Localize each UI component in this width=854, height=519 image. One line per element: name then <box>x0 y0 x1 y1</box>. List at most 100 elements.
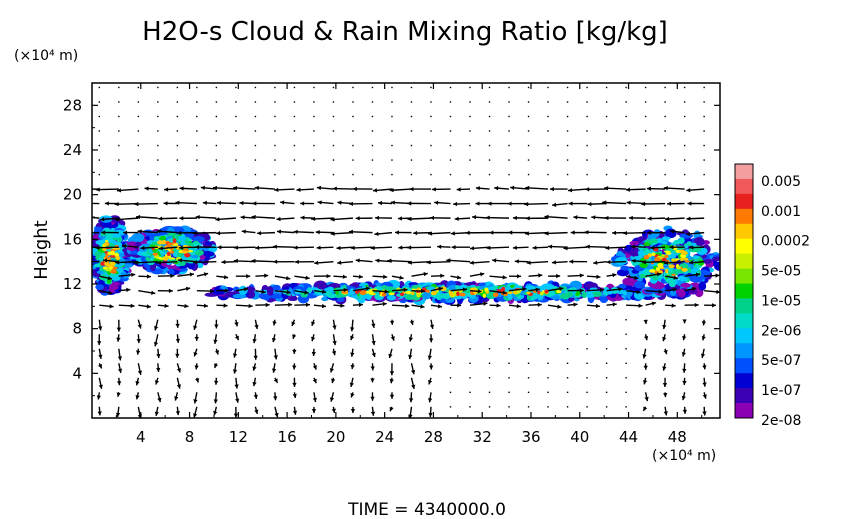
wind-arrowhead <box>371 352 376 358</box>
wind-arrowhead <box>314 260 319 266</box>
wind-dot <box>235 173 237 176</box>
wind-arrowhead <box>650 245 655 250</box>
wind-arrowhead <box>465 230 470 236</box>
wind-arrowhead <box>663 392 668 398</box>
wind-arrowhead <box>390 336 395 341</box>
wind-arrowhead <box>375 258 380 263</box>
colorbar-swatch <box>735 238 753 254</box>
wind-arrowhead <box>350 335 355 341</box>
colorbar-label: 0.0002 <box>761 234 810 250</box>
wind-arrowhead <box>116 188 122 193</box>
wind-arrowhead <box>251 258 256 264</box>
wind-dot <box>332 130 335 132</box>
colorbar-swatch <box>735 193 753 210</box>
wind-arrowhead <box>512 215 517 221</box>
wind-arrowhead <box>656 272 662 277</box>
wind-dot <box>235 86 237 89</box>
x-tick-label: 20 <box>326 428 345 446</box>
wind-dot <box>547 144 549 147</box>
wind-arrowhead <box>556 273 561 279</box>
wind-dot <box>488 101 491 103</box>
wind-arrowhead <box>644 396 649 402</box>
wind-arrowhead <box>292 365 297 370</box>
wind-dot <box>293 86 296 89</box>
wind-dot <box>274 159 276 161</box>
wind-arrowhead <box>96 395 101 400</box>
wind-arrowhead <box>389 379 394 384</box>
plot-frame <box>91 82 721 419</box>
field-cell <box>114 247 121 250</box>
colorbar-swatch <box>735 403 753 419</box>
field-cell <box>103 242 109 246</box>
wind-dot <box>313 101 315 103</box>
wind-dot <box>566 159 569 161</box>
wind-arrowhead <box>248 303 253 309</box>
wind-arrowhead <box>156 229 161 234</box>
wind-dot <box>449 406 452 408</box>
wind-arrowhead <box>662 324 667 330</box>
wind-dot <box>235 115 237 118</box>
wind-dot <box>488 333 491 335</box>
wind-dot <box>332 173 335 176</box>
wind-arrowhead <box>502 290 507 295</box>
field-cell <box>547 290 556 297</box>
wind-dot <box>508 101 510 103</box>
wind-arrowhead <box>294 259 299 265</box>
wind-arrowhead <box>176 368 182 373</box>
colorbar-swatch <box>735 313 753 329</box>
wind-dot <box>469 362 471 364</box>
wind-arrowhead <box>663 185 668 191</box>
wind-dot <box>547 173 549 176</box>
wind-arrowhead <box>234 245 239 250</box>
colorbar-label: 0.001 <box>761 204 801 220</box>
wind-dot <box>469 348 471 350</box>
wind-arrowhead <box>625 187 630 192</box>
wind-arrowhead <box>600 287 605 293</box>
wind-arrowhead <box>663 349 668 355</box>
wind-arrowhead <box>194 336 199 341</box>
wind-dot <box>566 173 569 176</box>
wind-dot <box>586 101 588 103</box>
wind-arrowhead <box>408 337 413 342</box>
wind-arrowhead <box>233 185 238 191</box>
wind-dot <box>137 130 140 132</box>
wind-arrowhead <box>157 397 162 403</box>
wind-arrowhead <box>117 368 123 373</box>
wind-arrowhead <box>343 287 348 293</box>
wind-arrowhead <box>374 231 379 237</box>
wind-arrowhead <box>517 274 522 279</box>
field-cell <box>692 255 700 260</box>
x-tick-label: 36 <box>521 428 540 446</box>
field-cell <box>321 296 329 302</box>
time-footer: TIME = 4340000.0 <box>347 500 506 519</box>
wind-dot <box>605 348 608 350</box>
wind-arrowhead <box>144 186 149 191</box>
field-cell <box>652 239 658 243</box>
wind-dot <box>566 319 569 321</box>
wind-arrowhead <box>398 245 403 250</box>
wind-arrowhead <box>193 325 198 330</box>
wind-arrowhead <box>153 341 159 347</box>
wind-arrowhead <box>681 395 686 401</box>
wind-arrowhead <box>355 258 360 263</box>
wind-arrowhead <box>214 350 220 355</box>
wind-dot <box>371 86 374 89</box>
wind-dot <box>644 86 647 89</box>
wind-arrowhead <box>107 275 112 281</box>
field-cell <box>652 275 659 281</box>
wind-dot <box>605 333 608 335</box>
wind-arrowhead <box>682 380 687 385</box>
wind-arrowhead <box>115 217 120 222</box>
wind-dot <box>371 159 374 161</box>
wind-arrowhead <box>409 186 414 192</box>
wind-dot <box>469 333 471 335</box>
wind-dot <box>176 144 179 147</box>
field-cell <box>162 256 170 259</box>
wind-arrowhead <box>538 273 543 278</box>
wind-arrowhead <box>130 303 135 308</box>
wind-dot <box>371 130 374 132</box>
wind-dot <box>274 115 276 118</box>
wind-arrowhead <box>686 231 691 237</box>
wind-arrowhead <box>156 367 161 372</box>
wind-arrowhead <box>104 201 109 206</box>
